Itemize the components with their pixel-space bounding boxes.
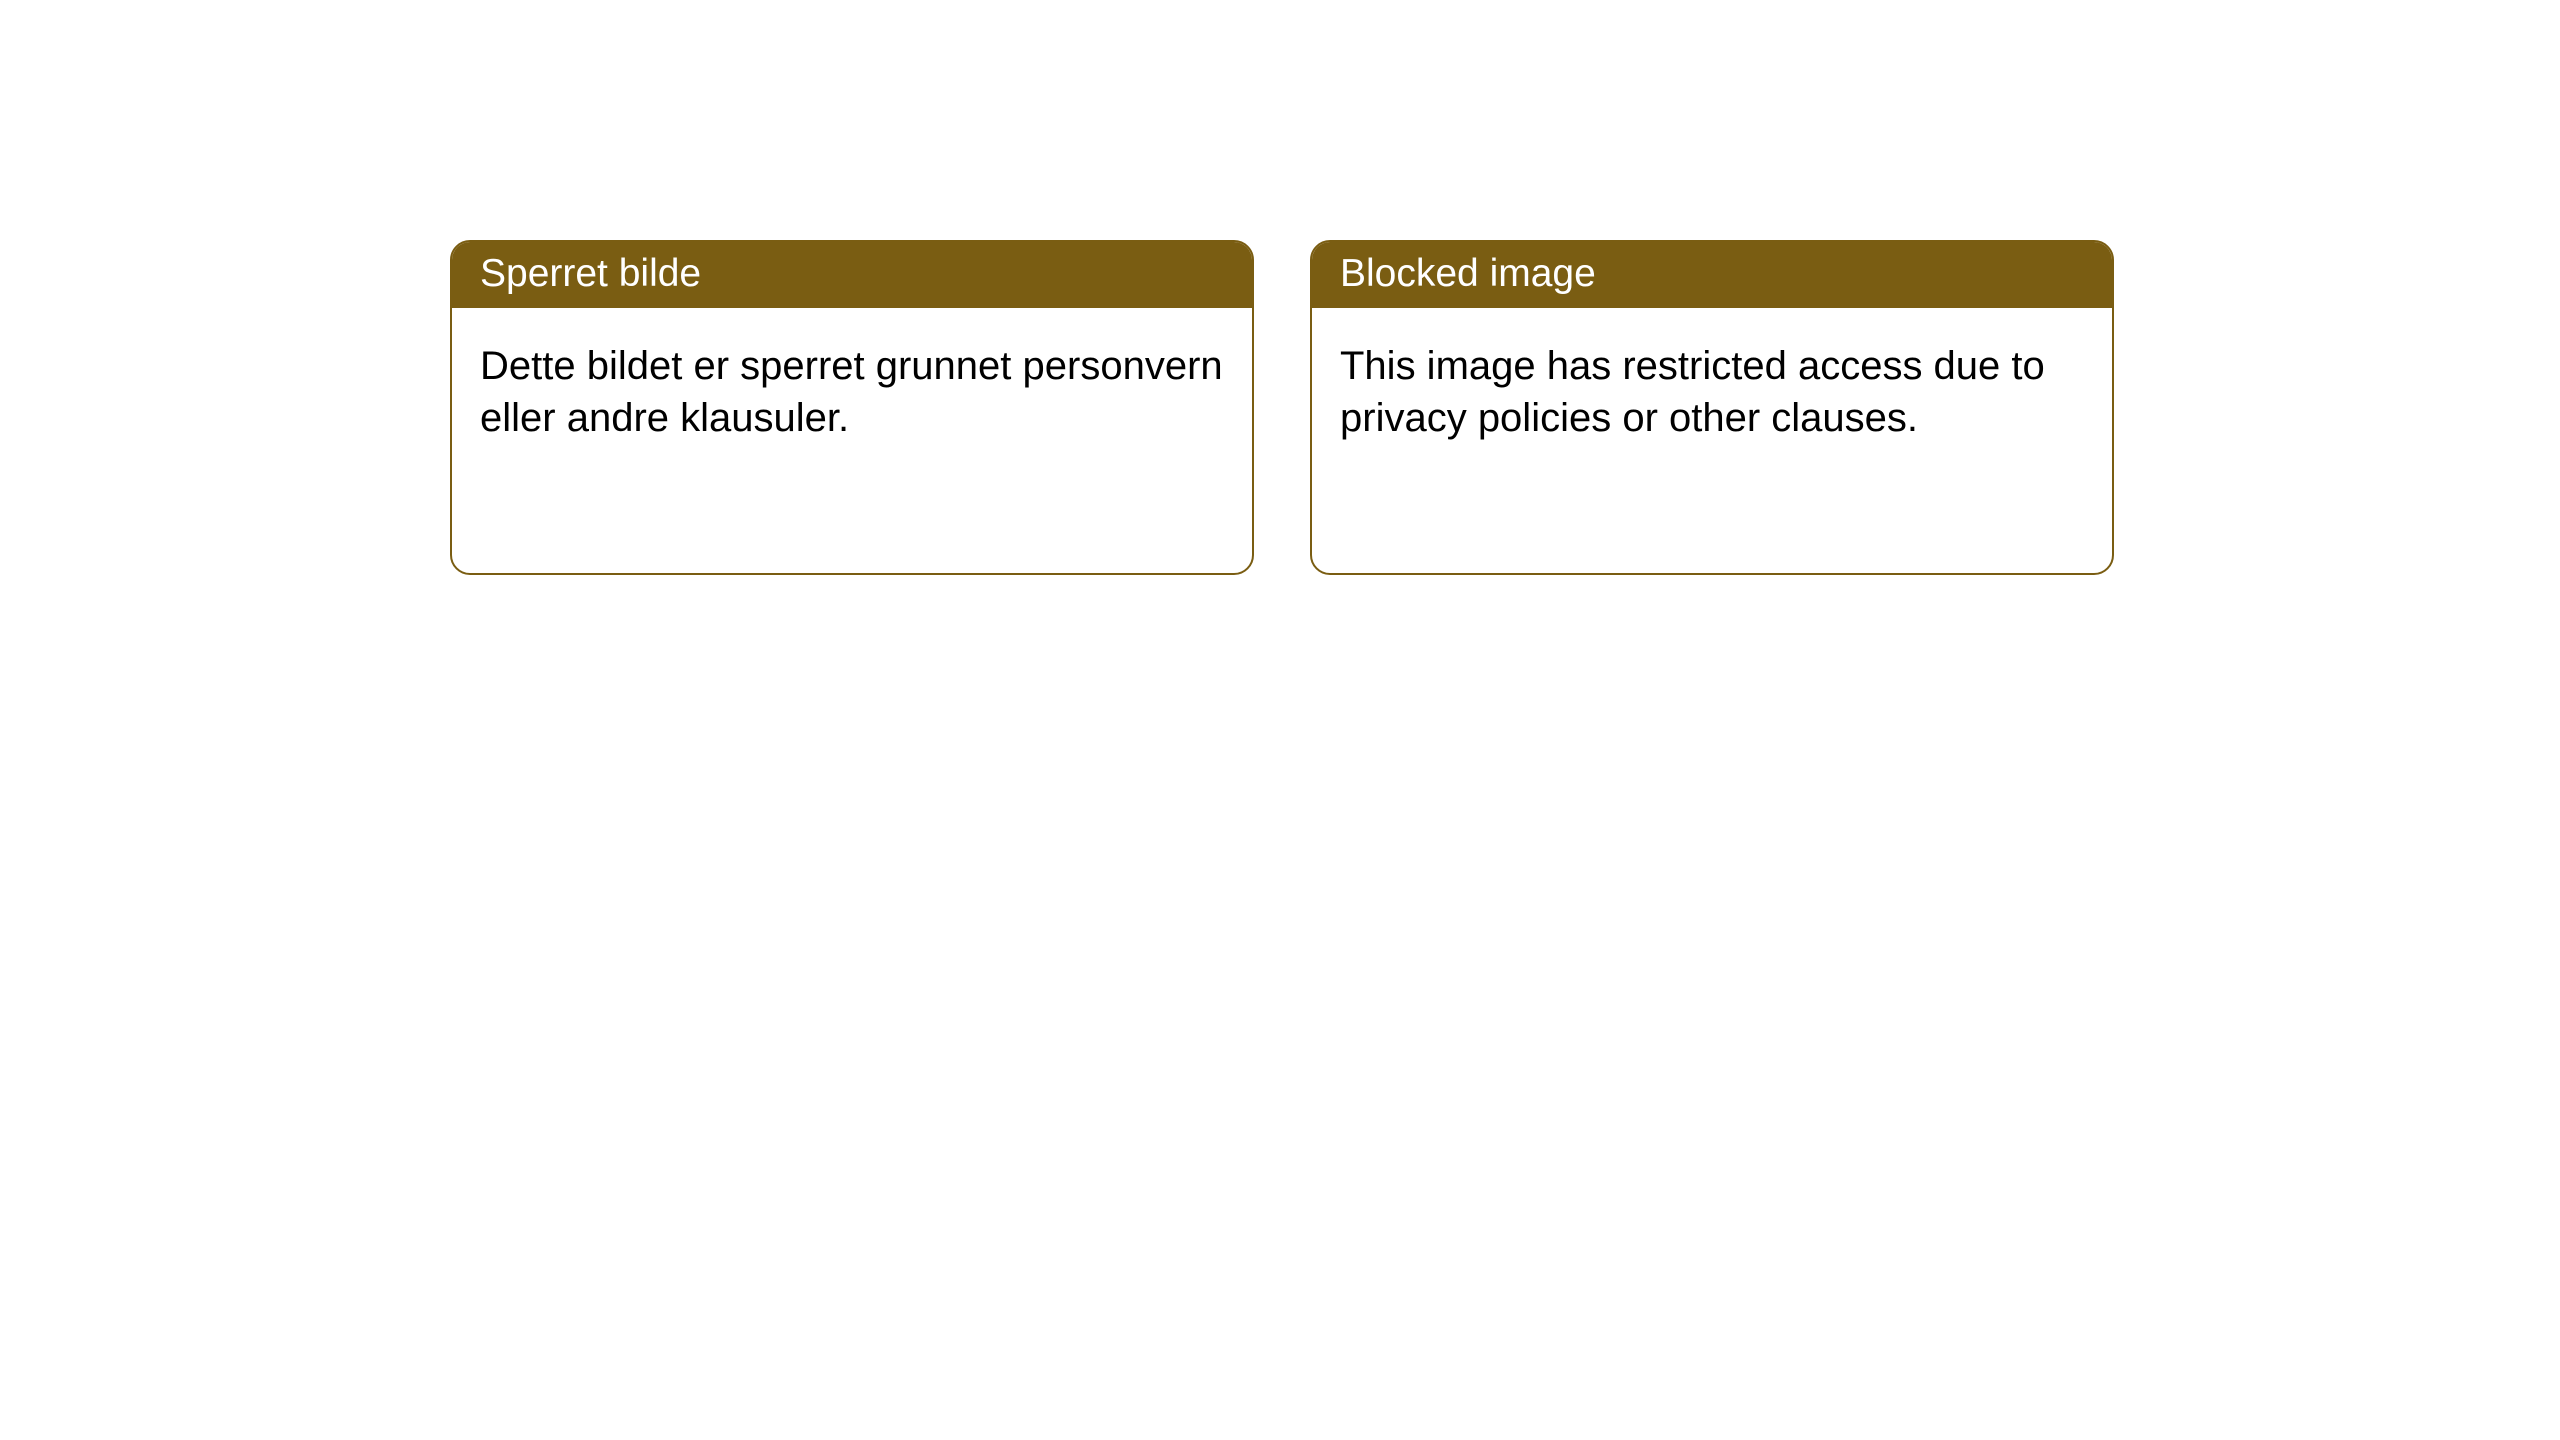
notice-container: Sperret bilde Dette bildet er sperret gr… (450, 240, 2114, 575)
notice-title: Sperret bilde (480, 252, 701, 295)
notice-text: This image has restricted access due to … (1340, 344, 2045, 440)
notice-body: This image has restricted access due to … (1312, 308, 2112, 476)
notice-header: Sperret bilde (452, 242, 1252, 308)
notice-title: Blocked image (1340, 252, 1596, 295)
notice-card-norwegian: Sperret bilde Dette bildet er sperret gr… (450, 240, 1254, 575)
notice-card-english: Blocked image This image has restricted … (1310, 240, 2114, 575)
notice-header: Blocked image (1312, 242, 2112, 308)
notice-body: Dette bildet er sperret grunnet personve… (452, 308, 1252, 476)
notice-text: Dette bildet er sperret grunnet personve… (480, 344, 1223, 440)
